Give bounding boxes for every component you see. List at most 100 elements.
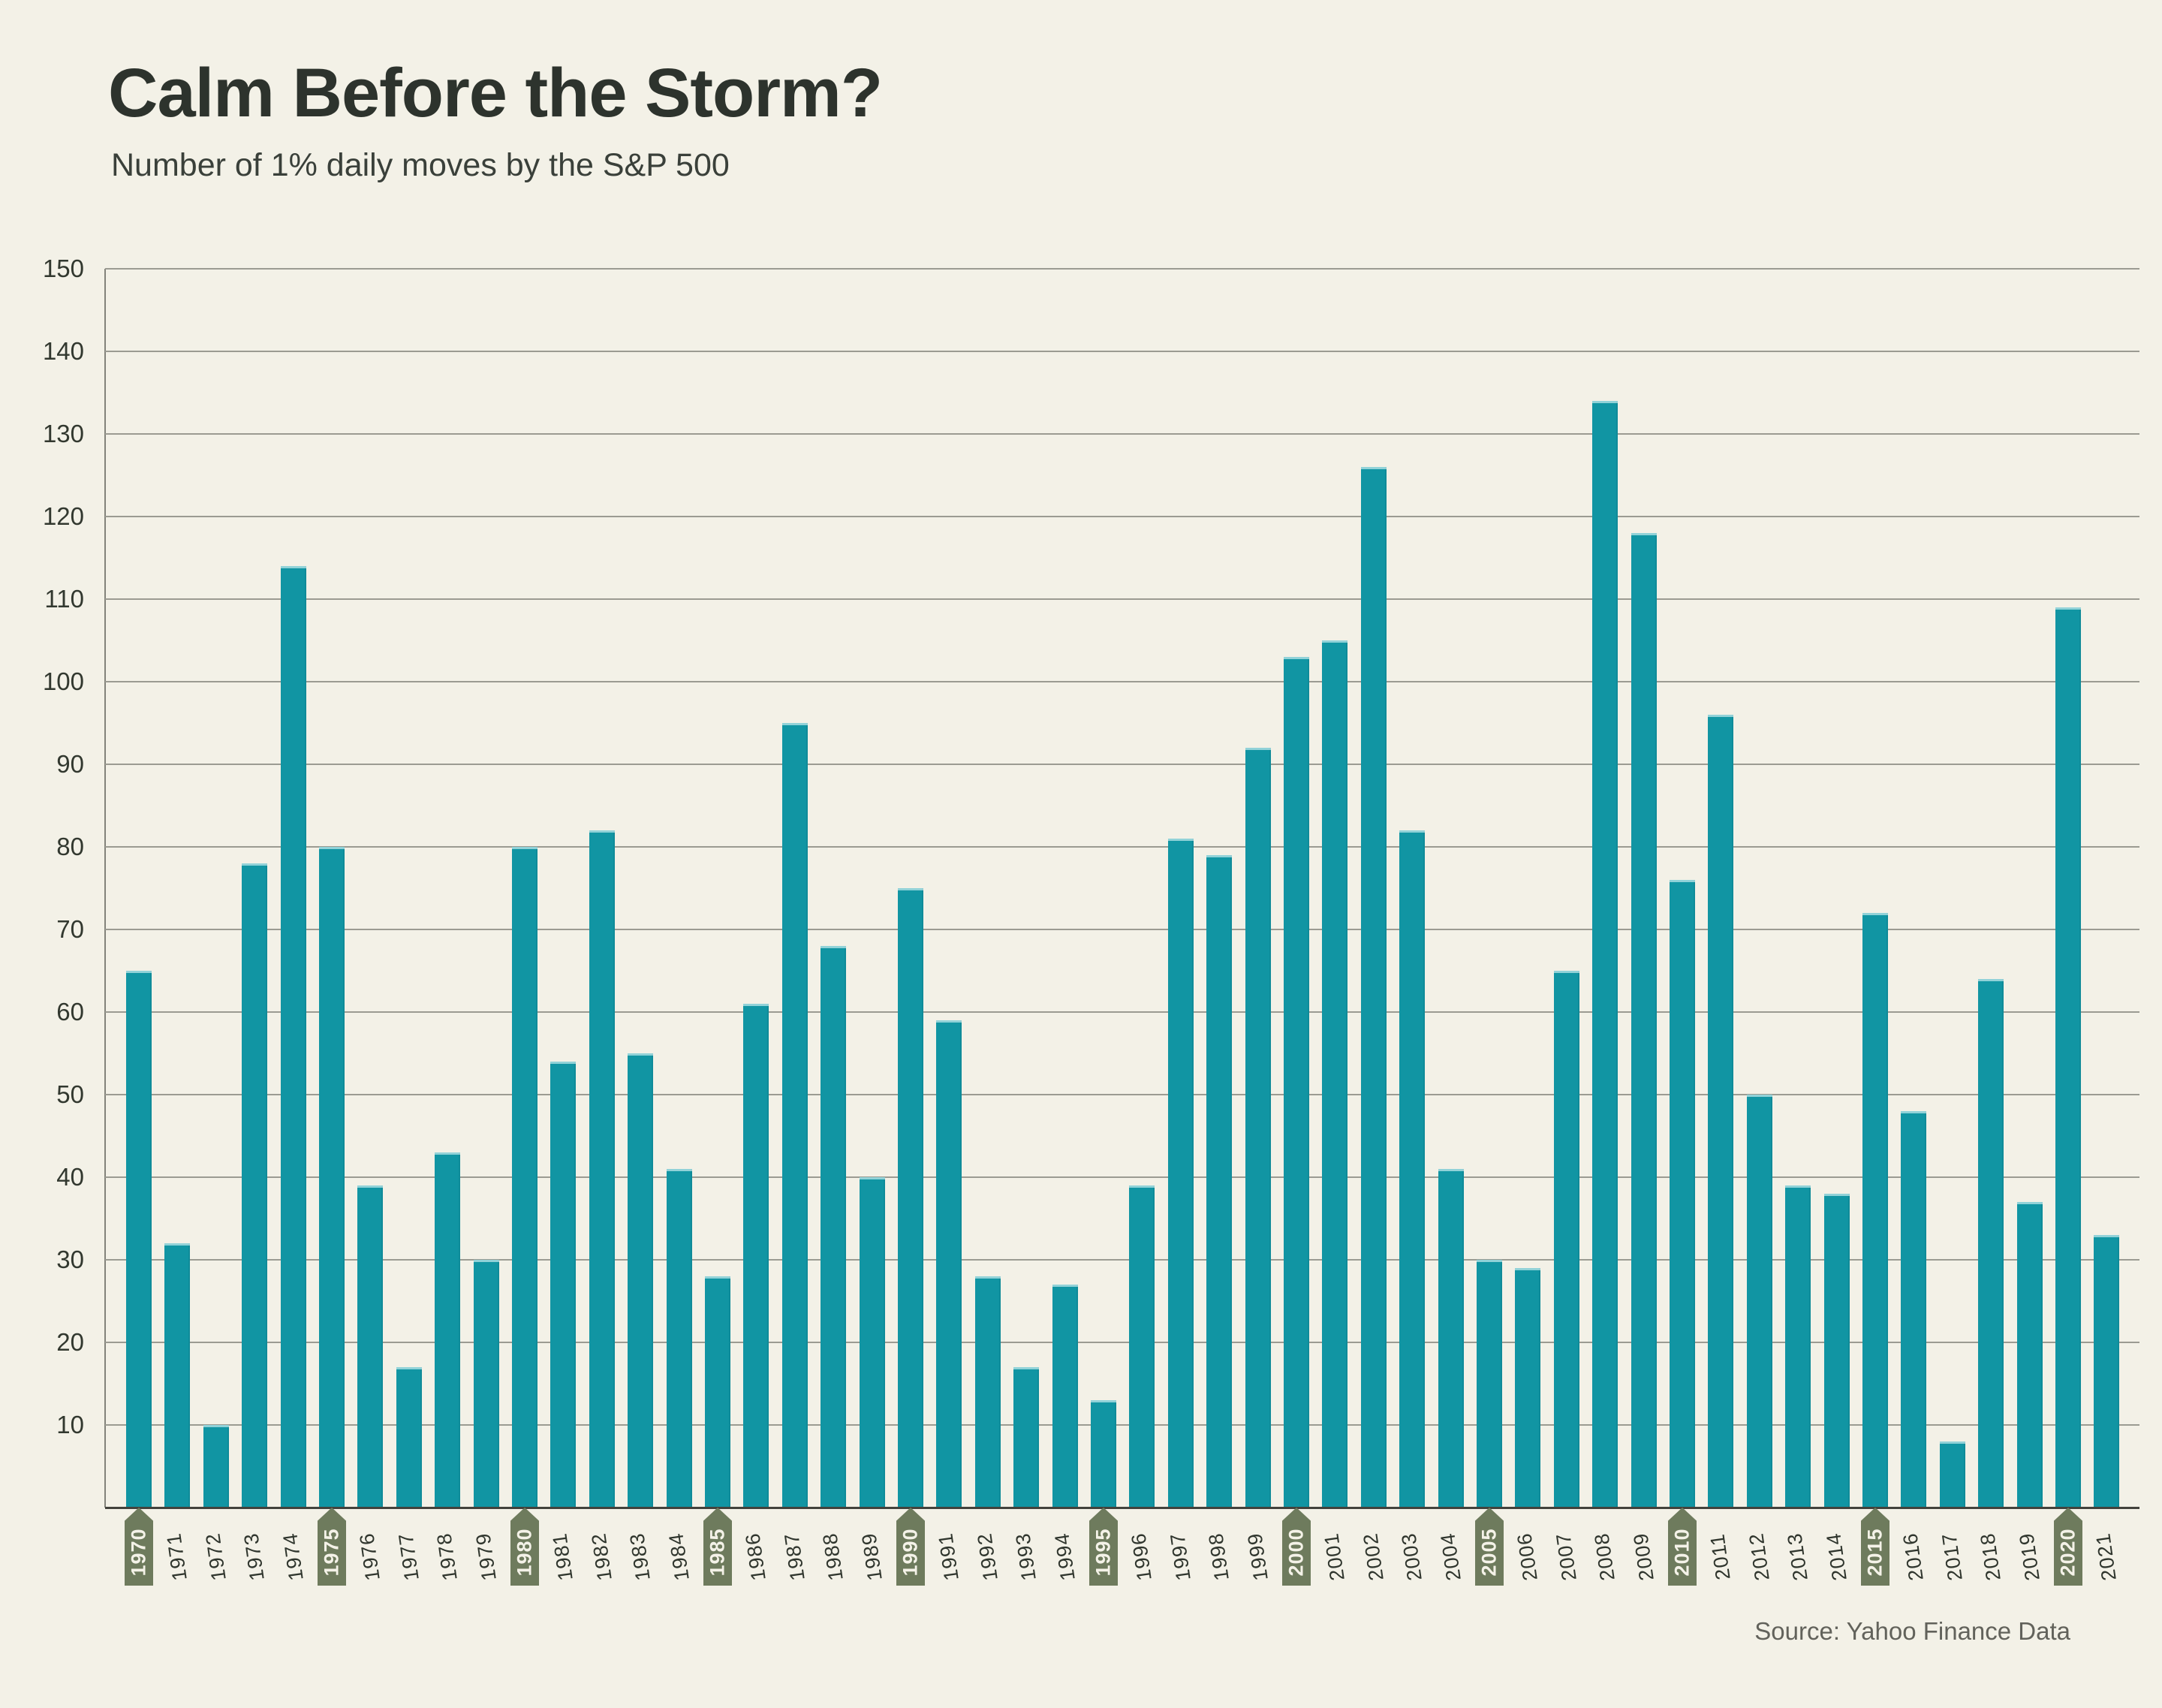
x-label-1981: 1981 bbox=[549, 1517, 578, 1596]
y-tick-label-70: 70 bbox=[56, 915, 84, 943]
y-tick-label-150: 150 bbox=[42, 255, 84, 282]
x-label-badge-2010: 2010 bbox=[1668, 1508, 1697, 1586]
bar-1980 bbox=[512, 847, 537, 1508]
bar-1992 bbox=[974, 1276, 1001, 1508]
x-label-text-1972: 1972 bbox=[200, 1531, 230, 1582]
bar-1987 bbox=[781, 723, 808, 1508]
bar-1971 bbox=[164, 1243, 191, 1508]
x-label-badge-1970: 1970 bbox=[125, 1508, 153, 1586]
bar-1989 bbox=[859, 1177, 885, 1508]
y-tick-label-140: 140 bbox=[42, 337, 84, 365]
x-label-1994: 1994 bbox=[1050, 1517, 1079, 1596]
gridline-40 bbox=[105, 1176, 2139, 1178]
x-label-text-2007: 2007 bbox=[1551, 1531, 1581, 1582]
gridline-110 bbox=[105, 598, 2139, 600]
y-tick-label-30: 30 bbox=[56, 1246, 84, 1273]
x-label-text-1988: 1988 bbox=[818, 1531, 848, 1582]
x-label-text-2012: 2012 bbox=[1744, 1531, 1774, 1582]
x-label-1999: 1999 bbox=[1243, 1517, 1272, 1596]
gridline-50 bbox=[105, 1094, 2139, 1095]
x-label-1971: 1971 bbox=[163, 1517, 192, 1596]
x-label-text-1973: 1973 bbox=[239, 1531, 269, 1582]
x-label-2008: 2008 bbox=[1590, 1517, 1619, 1596]
x-label-text-2014: 2014 bbox=[1821, 1531, 1851, 1582]
x-label-text-1991: 1991 bbox=[934, 1531, 964, 1582]
x-label-text-1978: 1978 bbox=[432, 1531, 462, 1582]
x-label-text-1975: 1975 bbox=[320, 1527, 343, 1577]
bar-1984 bbox=[666, 1169, 692, 1508]
x-label-text-2011: 2011 bbox=[1706, 1532, 1736, 1581]
x-label-text-2013: 2013 bbox=[1783, 1531, 1813, 1582]
x-label-text-1996: 1996 bbox=[1127, 1531, 1157, 1582]
y-axis-tick-labels: 10 20 30 40 50 60 70 80 90 100 110 120 130 140 150 bbox=[0, 256, 84, 1508]
bar-2019 bbox=[2016, 1202, 2043, 1508]
bar-1981 bbox=[550, 1062, 577, 1508]
x-label-text-2002: 2002 bbox=[1358, 1531, 1388, 1582]
x-label-1997: 1997 bbox=[1166, 1517, 1195, 1596]
x-label-text-2006: 2006 bbox=[1513, 1531, 1543, 1582]
x-label-2011: 2011 bbox=[1706, 1517, 1735, 1596]
bar-1974 bbox=[280, 566, 306, 1508]
bar-1975 bbox=[319, 847, 345, 1508]
gridline-150 bbox=[105, 268, 2139, 270]
bar-1985 bbox=[705, 1276, 730, 1508]
x-label-text-2010: 2010 bbox=[1670, 1527, 1694, 1577]
bar-1979 bbox=[473, 1260, 499, 1508]
x-label-text-1990: 1990 bbox=[899, 1527, 922, 1577]
x-label-text-2005: 2005 bbox=[1477, 1527, 1501, 1577]
gridline-10 bbox=[105, 1424, 2139, 1426]
x-label-text-1985: 1985 bbox=[706, 1527, 729, 1577]
y-tick-label-90: 90 bbox=[56, 750, 84, 778]
x-label-badge-1985: 1985 bbox=[703, 1508, 732, 1586]
x-label-2003: 2003 bbox=[1397, 1517, 1426, 1596]
y-tick-label-60: 60 bbox=[56, 998, 84, 1026]
bar-2021 bbox=[2094, 1235, 2120, 1508]
x-label-text-1982: 1982 bbox=[586, 1531, 616, 1582]
x-label-2016: 2016 bbox=[1899, 1517, 1929, 1596]
bar-1986 bbox=[743, 1004, 769, 1508]
gridline-130 bbox=[105, 433, 2139, 435]
x-label-text-1999: 1999 bbox=[1242, 1531, 1272, 1582]
bar-1982 bbox=[589, 830, 615, 1508]
gridline-60 bbox=[105, 1011, 2139, 1013]
x-label-text-2016: 2016 bbox=[1899, 1531, 1929, 1582]
bar-2002 bbox=[1360, 467, 1387, 1508]
bar-2010 bbox=[1670, 880, 1695, 1508]
y-axis-line bbox=[104, 269, 106, 1508]
x-label-text-1989: 1989 bbox=[857, 1531, 887, 1582]
x-label-1992: 1992 bbox=[973, 1517, 1002, 1596]
x-label-1983: 1983 bbox=[625, 1517, 655, 1596]
bar-1998 bbox=[1206, 855, 1233, 1508]
x-label-1987: 1987 bbox=[780, 1517, 809, 1596]
bar-1993 bbox=[1013, 1367, 1040, 1508]
x-label-1974: 1974 bbox=[279, 1517, 308, 1596]
page-subtitle: Number of 1% daily moves by the S&P 500 bbox=[111, 147, 730, 183]
x-label-text-1997: 1997 bbox=[1165, 1531, 1195, 1582]
x-label-1993: 1993 bbox=[1011, 1517, 1040, 1596]
x-label-text-1971: 1971 bbox=[162, 1531, 192, 1582]
x-label-text-1983: 1983 bbox=[625, 1531, 655, 1582]
bar-1996 bbox=[1129, 1185, 1155, 1508]
gridline-70 bbox=[105, 929, 2139, 930]
bar-2008 bbox=[1592, 401, 1618, 1508]
page-title: Calm Before the Storm? bbox=[108, 55, 883, 131]
x-label-text-1986: 1986 bbox=[741, 1531, 771, 1582]
x-label-text-2015: 2015 bbox=[1863, 1527, 1886, 1577]
bar-1990 bbox=[898, 888, 923, 1508]
bar-2012 bbox=[1746, 1095, 1772, 1508]
x-label-1979: 1979 bbox=[471, 1517, 501, 1596]
bar-2018 bbox=[1978, 979, 2004, 1508]
x-label-badge-2000: 2000 bbox=[1282, 1508, 1311, 1586]
x-label-1978: 1978 bbox=[432, 1517, 462, 1596]
x-label-2001: 2001 bbox=[1320, 1517, 1350, 1596]
x-label-text-1995: 1995 bbox=[1092, 1527, 1115, 1577]
bar-2001 bbox=[1322, 640, 1348, 1508]
bar-1983 bbox=[628, 1053, 654, 1508]
x-label-text-1979: 1979 bbox=[471, 1531, 501, 1582]
x-label-1977: 1977 bbox=[394, 1517, 423, 1596]
x-label-badge-1980: 1980 bbox=[510, 1508, 539, 1586]
x-label-text-2019: 2019 bbox=[2014, 1531, 2044, 1582]
x-label-badge-1995: 1995 bbox=[1089, 1508, 1118, 1586]
plot-area bbox=[105, 268, 2139, 1508]
bar-2006 bbox=[1515, 1268, 1541, 1508]
